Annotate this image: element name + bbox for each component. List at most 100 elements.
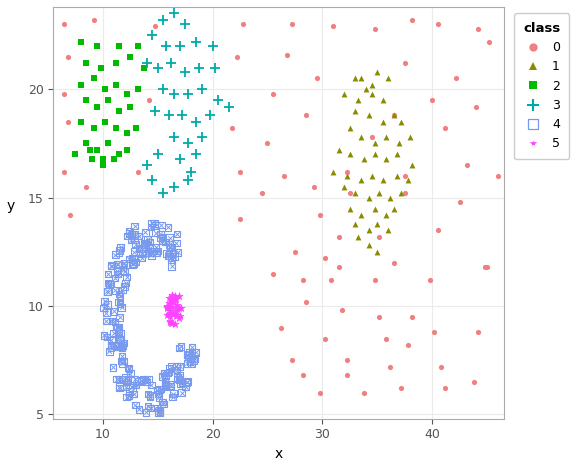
- Point: [345, 190, 354, 197]
- Point: [109, 329, 118, 337]
- Point: [154, 390, 163, 398]
- Point: [103, 288, 112, 295]
- Point: [146, 404, 156, 411]
- Point: [122, 90, 131, 97]
- Point: [146, 393, 155, 401]
- Point: [426, 276, 435, 284]
- Point: [175, 363, 184, 370]
- Point: [104, 140, 113, 147]
- Point: [161, 383, 170, 390]
- Point: [364, 227, 373, 234]
- Point: [153, 151, 162, 158]
- Point: [170, 253, 179, 260]
- Point: [166, 243, 175, 251]
- Point: [116, 336, 125, 344]
- Point: [153, 247, 162, 255]
- Point: [147, 249, 157, 256]
- Point: [173, 373, 183, 381]
- Point: [111, 251, 120, 258]
- Point: [172, 305, 181, 313]
- Point: [158, 398, 167, 406]
- Point: [130, 222, 139, 230]
- Point: [149, 248, 158, 255]
- Point: [117, 304, 126, 311]
- Point: [130, 375, 139, 382]
- Point: [116, 357, 126, 365]
- Point: [153, 386, 162, 394]
- Point: [165, 241, 175, 248]
- Point: [494, 172, 503, 180]
- Point: [120, 268, 130, 275]
- Point: [103, 279, 112, 286]
- Point: [433, 21, 442, 28]
- Point: [105, 348, 114, 355]
- Point: [158, 237, 167, 245]
- Point: [197, 133, 206, 141]
- Point: [121, 279, 130, 287]
- Point: [173, 311, 182, 319]
- Point: [82, 183, 91, 190]
- Point: [115, 151, 124, 158]
- Point: [117, 375, 126, 383]
- Point: [124, 392, 134, 399]
- Point: [158, 400, 168, 408]
- Point: [156, 408, 165, 415]
- Point: [107, 262, 116, 270]
- Point: [137, 255, 146, 262]
- Point: [162, 304, 172, 311]
- Point: [364, 111, 373, 119]
- Point: [138, 249, 147, 257]
- Point: [133, 168, 142, 176]
- Point: [283, 51, 292, 58]
- Point: [165, 302, 175, 309]
- Point: [124, 256, 134, 263]
- Point: [118, 286, 127, 293]
- Point: [191, 151, 200, 158]
- Point: [123, 379, 132, 386]
- Point: [165, 365, 174, 373]
- Point: [171, 295, 180, 302]
- Point: [99, 332, 108, 339]
- Point: [161, 372, 170, 380]
- Point: [184, 176, 193, 184]
- Point: [184, 90, 193, 97]
- Point: [113, 261, 122, 268]
- Point: [320, 335, 329, 342]
- Point: [122, 273, 131, 281]
- Point: [112, 267, 122, 275]
- Point: [128, 261, 138, 268]
- Point: [232, 53, 241, 60]
- Point: [156, 410, 165, 417]
- Point: [140, 376, 149, 383]
- Point: [134, 378, 143, 385]
- Point: [165, 299, 174, 307]
- Point: [152, 249, 161, 256]
- Point: [155, 386, 164, 393]
- Point: [162, 303, 172, 310]
- Point: [143, 249, 153, 256]
- Point: [105, 281, 114, 288]
- Point: [378, 176, 388, 184]
- Point: [153, 409, 162, 416]
- Point: [174, 314, 183, 321]
- Point: [150, 222, 160, 229]
- Point: [146, 392, 155, 399]
- Point: [105, 348, 114, 355]
- Point: [151, 243, 161, 251]
- Point: [334, 146, 343, 154]
- Point: [125, 230, 134, 237]
- Point: [116, 243, 125, 251]
- Point: [176, 372, 185, 379]
- Point: [186, 168, 195, 176]
- Point: [129, 248, 138, 256]
- Point: [356, 133, 365, 141]
- Point: [183, 351, 192, 358]
- Point: [403, 341, 412, 349]
- Point: [122, 393, 131, 401]
- Point: [131, 381, 141, 389]
- Point: [142, 409, 151, 416]
- Point: [168, 303, 177, 310]
- Point: [156, 410, 165, 417]
- Point: [166, 59, 176, 67]
- Point: [60, 168, 69, 176]
